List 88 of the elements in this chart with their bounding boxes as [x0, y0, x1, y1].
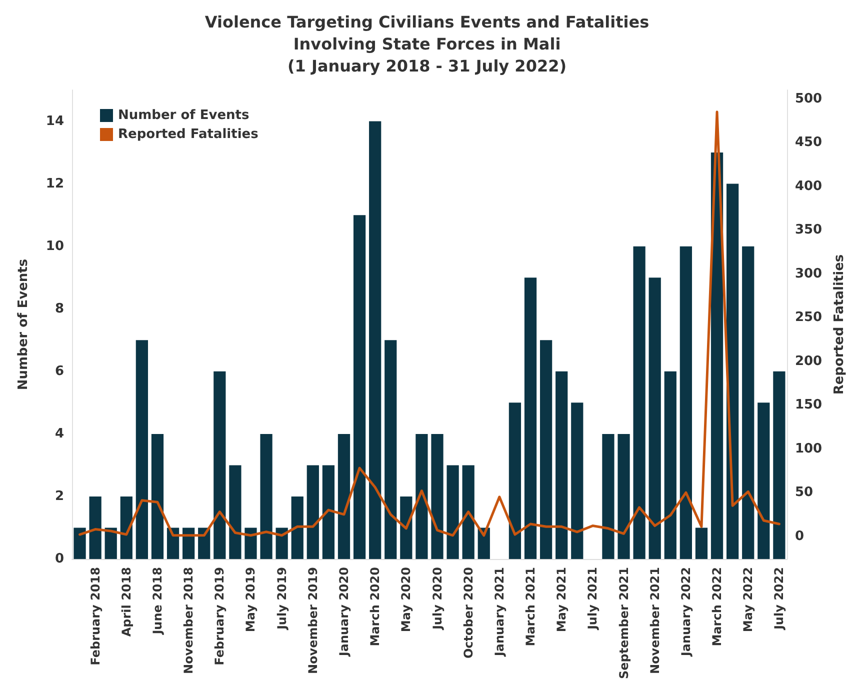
- bar: [306, 465, 319, 560]
- line-series: [78, 110, 780, 537]
- x-tick-label: May 2022: [741, 567, 756, 632]
- legend-label: Number of Events: [118, 108, 250, 123]
- x-tick-label: March 2022: [710, 567, 724, 646]
- x-tick-label: October 2020: [461, 567, 476, 659]
- bar: [524, 278, 537, 560]
- x-tick-label: May 2021: [554, 567, 569, 632]
- bar: [556, 371, 568, 560]
- bar: [136, 340, 148, 560]
- bar: [633, 246, 646, 560]
- y2-tick-label: 450: [794, 135, 822, 150]
- bar: [384, 340, 397, 560]
- y-tick-label: 6: [54, 364, 64, 379]
- y2-tick-label: 100: [794, 441, 822, 456]
- x-tick-label: July 2022: [772, 567, 786, 631]
- x-tick-label: May 2019: [244, 567, 258, 632]
- bar: [773, 371, 786, 560]
- bar: [291, 496, 304, 560]
- bar: [462, 465, 474, 560]
- x-tick-label: March 2020: [368, 567, 382, 646]
- y-tick-label: 0: [54, 552, 64, 567]
- bar: [571, 402, 584, 560]
- bar: [742, 246, 754, 560]
- bar: [400, 496, 412, 560]
- bar: [353, 215, 366, 560]
- bar: [182, 528, 195, 560]
- bar: [369, 121, 382, 560]
- y2-tick-label: 250: [794, 310, 822, 326]
- x-tick-label: February 2019: [212, 567, 227, 666]
- bar: [446, 465, 459, 560]
- bar: [229, 465, 242, 560]
- y-tick-label: 10: [46, 238, 64, 254]
- y2-tick-label: 300: [794, 266, 822, 282]
- legend-label: Reported Fatalities: [118, 127, 259, 142]
- y2-tick-label: 0: [794, 528, 804, 544]
- bar: [508, 402, 522, 560]
- bar: [695, 528, 708, 560]
- bar: [602, 434, 614, 560]
- chart-title: Violence Targeting Civilians Events and Fatalities Involving State Forces in Mali (1 January 2018 - 31 July 2022): [204, 12, 650, 76]
- y-axis-title: Number of Events: [16, 258, 31, 390]
- bar: [680, 246, 692, 560]
- bar: [276, 528, 288, 560]
- bar: [726, 184, 739, 560]
- y-tick-label: 4: [54, 426, 64, 442]
- bar: [416, 434, 428, 560]
- x-tick-label: July 2021: [586, 567, 600, 631]
- y2-axis-title: Reported Fatalities: [832, 254, 847, 395]
- y-tick-label: 2: [54, 488, 64, 504]
- bar: [214, 371, 226, 560]
- y-tick-label: 8: [54, 301, 64, 316]
- bar: [431, 434, 444, 560]
- y-tick-label: 12: [46, 176, 64, 192]
- x-tick-label: September 2021: [616, 567, 631, 680]
- bar: [648, 278, 661, 560]
- bar: [120, 496, 132, 560]
- x-tick-label: January 2020: [336, 567, 351, 658]
- bar: [338, 434, 350, 560]
- x-tick-label: November 2021: [648, 567, 662, 674]
- x-tick-label: March 2021: [524, 567, 538, 646]
- y2-tick-label: 200: [794, 354, 822, 369]
- x-tick-label: July 2019: [274, 567, 289, 631]
- y2-tick-label: 500: [794, 91, 822, 106]
- bar: [758, 402, 770, 560]
- y2-tick-label: 50: [794, 485, 814, 500]
- y2-tick-label: 150: [794, 398, 822, 413]
- x-tick-label: June 2018: [150, 567, 164, 636]
- x-tick-label: February 2018: [88, 567, 102, 666]
- bar: [322, 465, 335, 560]
- bar: [618, 434, 630, 560]
- bar: [74, 528, 86, 560]
- y-tick-label: 14: [46, 114, 64, 129]
- bar: [89, 496, 102, 560]
- bar: [664, 371, 676, 560]
- x-tick-label: May 2020: [399, 567, 414, 632]
- bar: [540, 340, 552, 560]
- x-tick-label: April 2018: [119, 567, 134, 637]
- bar: [151, 434, 164, 560]
- x-tick-label: January 2021: [492, 567, 506, 658]
- bar: [244, 528, 257, 560]
- bar: [104, 528, 117, 560]
- x-tick-label: July 2020: [430, 567, 444, 631]
- bar: [260, 434, 272, 560]
- x-tick-label: January 2022: [678, 567, 693, 658]
- x-tick-label: November 2019: [306, 567, 320, 674]
- y2-tick-label: 400: [794, 178, 822, 194]
- y2-tick-label: 350: [794, 222, 822, 238]
- x-tick-label: November 2018: [182, 567, 196, 674]
